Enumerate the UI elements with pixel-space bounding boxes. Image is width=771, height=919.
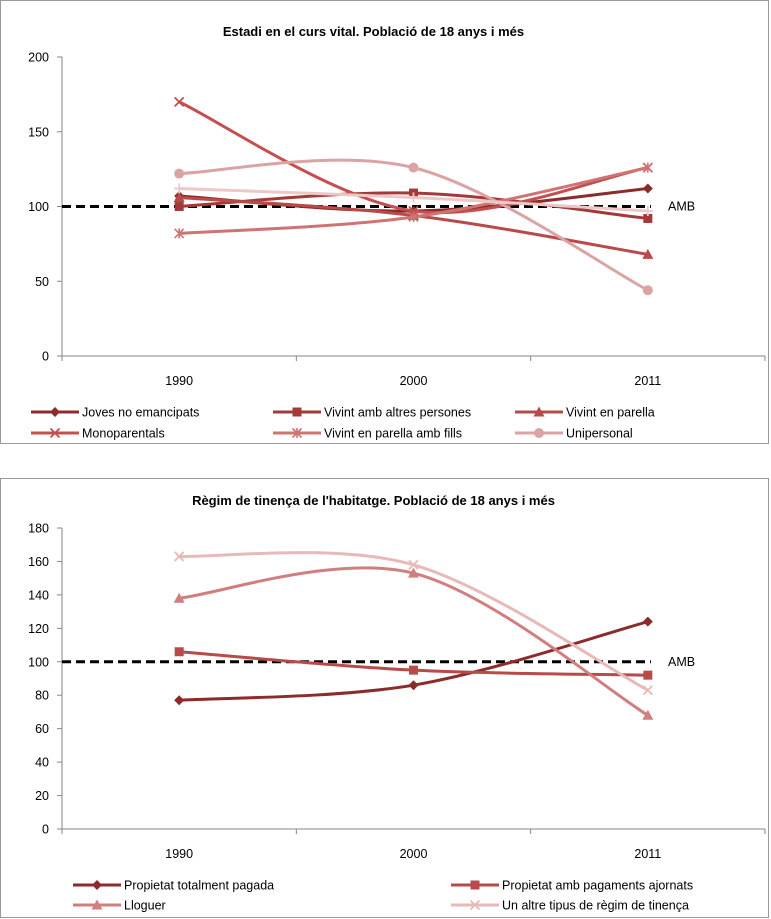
chart-1-data-point [642, 162, 653, 173]
chart-2-data-point [642, 709, 654, 720]
chart-1-y-tick-label: 100 [28, 200, 49, 214]
chart-2-x-tick-label: 2011 [634, 847, 661, 861]
chart-1-data-point [174, 183, 185, 194]
chart-2-data-point [642, 616, 653, 627]
chart-1-data-point [174, 202, 184, 211]
chart-1-series-5 [174, 162, 653, 239]
chart-2-y-tick-label: 80 [35, 689, 49, 703]
chart-2-svg: Règim de tinença de l'habitatge. Poblaci… [28, 493, 766, 913]
chart-2-y-tick-label: 60 [35, 722, 49, 736]
chart-1-legend-label: Vivint amb altres persones [324, 406, 471, 420]
chart-2-x-tick-label: 1990 [165, 847, 193, 861]
chart-2-legend-label: Propietat totalment pagada [124, 879, 274, 893]
chart-2-series-4 [174, 551, 653, 696]
chart-1-legend-label: Unipersonal [566, 427, 633, 441]
chart-2-legend-label: Lloguer [124, 899, 166, 913]
chart-1-legend-entry: Unipersonal [515, 427, 633, 441]
chart-2-series-2 [174, 647, 653, 680]
chart-2-data-point [173, 592, 185, 603]
chart-1-x-tick-label: 1990 [165, 374, 193, 388]
chart-1-legend-entry: Vivint en parella amb fills [273, 427, 462, 441]
chart-1-legend-marker [50, 407, 60, 417]
chart-1-data-point [642, 183, 653, 194]
chart-1-data-point [174, 96, 185, 107]
chart-1-x-tick-label: 2000 [400, 374, 428, 388]
chart-2-x-tick-label: 2000 [400, 847, 428, 861]
chart-2-legend-entry: Un altre tipus de règim de tinença [451, 899, 689, 913]
chart-2-y-tick-label: 40 [35, 756, 49, 770]
chart-2-legend-marker [470, 880, 480, 890]
chart-2-legend-marker [469, 899, 481, 911]
chart-2-y-tick-label: 140 [28, 588, 49, 602]
chart-1-series-6 [174, 158, 653, 296]
chart-1-y-tick-label: 150 [28, 125, 49, 139]
chart-1-svg: Estadi en el curs vital. Població de 18 … [28, 24, 766, 441]
chart-2-series-3 [173, 566, 654, 720]
chart-2-legend-marker [92, 880, 102, 890]
chart-1-data-point [642, 205, 653, 216]
chart-1-legend-label: Monoparentals [82, 427, 165, 441]
chart-1-legend-marker [534, 428, 544, 438]
chart-2-y-tick-label: 120 [28, 622, 49, 636]
chart-1-series-line [179, 158, 649, 292]
chart-2-y-tick-label: 100 [28, 655, 49, 669]
chart-2-y-tick-label: 20 [35, 789, 49, 803]
chart-1-reference-label: AMB [668, 200, 695, 214]
chart-2-legend-label: Propietat amb pagaments ajornats [502, 879, 693, 893]
chart-2-data-point [174, 647, 184, 657]
chart-1-y-tick-label: 200 [28, 51, 49, 65]
chart-1-legend-marker [49, 427, 61, 439]
chart-2-data-point [174, 695, 185, 706]
chart-2-data-point [174, 551, 185, 562]
chart-1-legend-entry: Vivint amb altres persones [273, 406, 471, 420]
chart-1-x-tick-label: 2011 [634, 374, 661, 388]
chart-1-legend-entry: Vivint en parella [515, 406, 655, 420]
chart-1-legend-entry: Monoparentals [31, 427, 165, 441]
chart-1-legend-marker [291, 427, 303, 439]
chart-2-reference-label: AMB [668, 655, 695, 669]
chart-1-legend-label: Vivint en parella [566, 406, 655, 420]
chart-1-panel: Estadi en el curs vital. Població de 18 … [0, 0, 769, 444]
chart-1-y-tick-label: 0 [42, 350, 49, 364]
chart-2-y-tick-label: 0 [42, 823, 49, 837]
chart-2-legend-entry: Propietat totalment pagada [73, 879, 274, 893]
chart-2-legend-label: Un altre tipus de règim de tinença [502, 899, 689, 913]
chart-1-data-point [642, 248, 654, 259]
chart-2-panel: Règim de tinença de l'habitatge. Poblaci… [0, 478, 769, 918]
chart-1-y-tick-label: 50 [35, 275, 49, 289]
chart-2-data-point [408, 680, 419, 691]
chart-2-data-point [643, 670, 653, 680]
chart-2-series-1 [174, 616, 653, 706]
chart-1-data-point [643, 213, 653, 223]
chart-1-data-point [642, 285, 653, 296]
chart-1-data-point [173, 192, 185, 203]
chart-1-legend-marker [533, 406, 545, 417]
chart-2-legend-marker [91, 899, 103, 910]
chart-2-data-point [408, 559, 419, 570]
chart-2-y-tick-label: 160 [28, 555, 49, 569]
chart-2-legend-entry: Lloguer [73, 899, 166, 913]
chart-1-data-point [174, 168, 185, 179]
chart-1-data-point [408, 211, 419, 223]
chart-1-title: Estadi en el curs vital. Població de 18 … [223, 24, 524, 39]
chart-2-legend-entry: Propietat amb pagaments ajornats [451, 879, 693, 893]
chart-1-legend-label: Joves no emancipats [82, 406, 199, 420]
chart-2-data-point [409, 665, 418, 675]
chart-2-data-point [408, 567, 419, 578]
chart-1-legend-marker [292, 407, 302, 417]
chart-1-legend-entry: Joves no emancipats [31, 406, 199, 420]
chart-2-y-tick-label: 180 [28, 522, 49, 536]
chart-2-data-point [642, 685, 653, 696]
chart-1-data-point [174, 228, 185, 239]
chart-2-title: Règim de tinença de l'habitatge. Poblaci… [192, 493, 555, 508]
chart-1-data-point [408, 192, 419, 203]
chart-1-data-point [408, 162, 419, 173]
chart-1-legend-label: Vivint en parella amb fills [324, 427, 462, 441]
chart-1-series-7 [174, 183, 653, 216]
